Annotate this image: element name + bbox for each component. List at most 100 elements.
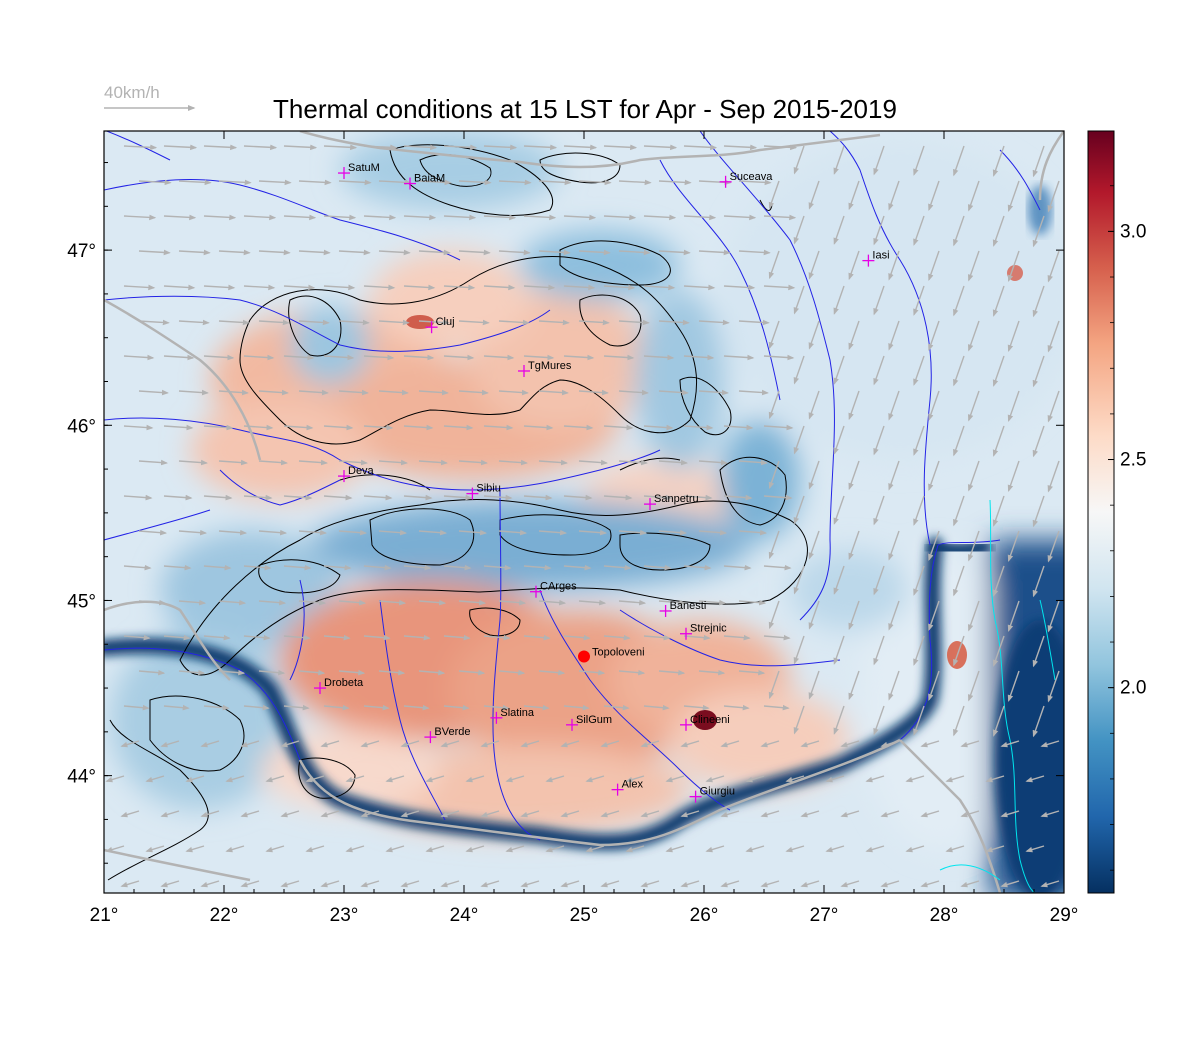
wind-arrow [793, 145, 805, 175]
station-carges[interactable]: CArges [530, 581, 577, 598]
station-tgmures[interactable]: TgMures [518, 360, 572, 377]
wind-arrow [603, 354, 635, 361]
wind-arrow [138, 529, 168, 536]
wind-arrow [808, 600, 820, 630]
wind-arrow [345, 845, 365, 853]
wind-arrow [698, 389, 729, 396]
wind-arrow [283, 704, 310, 711]
wind-arrow [578, 459, 608, 466]
wind-arrow [345, 775, 365, 783]
wind-arrow [768, 460, 780, 490]
wind-arrow [880, 880, 900, 888]
wind-arrow [258, 179, 292, 186]
wind-arrow [563, 144, 598, 151]
longitude-tick-labels: 21° 22° 23° 24° 25° 26° 27° 28° 29° [90, 905, 1079, 926]
wind-arrow [873, 215, 885, 246]
station-drobeta[interactable]: Drobeta [314, 677, 364, 695]
wind-arrow [992, 635, 1005, 667]
wind-arrow [385, 845, 405, 853]
wind-arrow [243, 634, 271, 641]
lon-tick-label: 27° [810, 905, 839, 926]
wind-arrow [785, 845, 805, 853]
station-strejnic[interactable]: Strejnic [680, 623, 727, 640]
wind-arrow [163, 354, 195, 361]
wind-arrow [1007, 530, 1020, 562]
wind-arrow [218, 599, 247, 606]
wind-arrow [992, 565, 1005, 597]
wind-arrow [563, 494, 593, 501]
wind-arrow [905, 845, 925, 853]
wind-arrow [258, 389, 289, 396]
wind-arrow [160, 740, 180, 748]
wind-arrow [808, 390, 820, 420]
wind-arrow [578, 179, 612, 186]
station-cluj[interactable]: Cluj [425, 316, 455, 334]
wind-arrow [658, 389, 689, 396]
station-clineeni[interactable]: Clineeni [680, 714, 730, 731]
station-slatina[interactable]: Slatina [490, 707, 535, 724]
wind-arrow [698, 249, 731, 256]
wind-arrow [200, 740, 220, 748]
colorbar-ticks: 2.0 2.5 3.0 [1108, 185, 1146, 871]
wind-arrow [913, 565, 925, 596]
wind-arrow [283, 214, 317, 221]
wind-arrow [483, 144, 518, 151]
wind-arrow [683, 144, 718, 151]
wind-arrow [967, 180, 980, 212]
wind-arrow [163, 704, 190, 711]
station-sanpetru[interactable]: Sanpetru [644, 493, 699, 511]
wind-arrow [418, 529, 448, 536]
wind-arrow [967, 250, 980, 282]
wind-arrow [793, 215, 805, 245]
wind-arrow [913, 215, 925, 246]
wind-arrow [178, 669, 206, 676]
wind-arrow [203, 564, 232, 571]
wind-arrow [538, 179, 572, 186]
wind-arrow [680, 810, 700, 818]
latitude-tick-labels: 44° 45° 46° 47° [67, 241, 96, 788]
wind-arrow [123, 494, 153, 501]
wind-arrow [218, 529, 248, 536]
wind-arrow [218, 249, 251, 256]
wind-arrow [418, 459, 448, 466]
wind-arrow [618, 599, 647, 606]
station-topoloveni[interactable]: Topoloveni [578, 647, 645, 663]
wind-arrow [163, 634, 191, 641]
station-silgum[interactable]: SilGum [566, 714, 612, 731]
lon-tick-label: 21° [90, 905, 119, 926]
wind-arrow [738, 179, 772, 186]
station-suceava[interactable]: Suceava [719, 171, 774, 188]
wind-arrow [720, 880, 740, 888]
wind-arrow [323, 564, 352, 571]
wind-arrow [523, 704, 550, 711]
wind-arrow [665, 775, 685, 783]
wind-arrow [123, 424, 154, 431]
wind-arrow [683, 354, 715, 361]
wind-arrow [760, 810, 780, 818]
station-baiam[interactable]: BaiaM [404, 173, 445, 190]
station-deva[interactable]: Deva [338, 465, 375, 483]
station-bverde[interactable]: BVerde [424, 726, 470, 744]
wind-arrow [600, 740, 620, 748]
wind-arrow [768, 180, 780, 210]
wind-arrow [960, 810, 980, 818]
wind-arrow [848, 530, 860, 561]
station-satum[interactable]: SatuM [338, 162, 380, 180]
wind-arrow [178, 599, 207, 606]
wind-arrow [985, 845, 1005, 853]
wind-arrow [643, 284, 676, 291]
wind-arrow [163, 214, 197, 221]
wind-arrow [360, 880, 380, 888]
station-alex[interactable]: Alex [611, 779, 644, 796]
wind-arrow [658, 459, 688, 466]
wind-arrow [913, 145, 925, 176]
wind-arrow [833, 495, 845, 525]
station-giurgiu[interactable]: Giurgiu [689, 786, 735, 803]
station-banesti[interactable]: Banesti [659, 600, 707, 617]
station-iasi[interactable]: Iasi [862, 250, 890, 267]
wind-arrow [465, 845, 485, 853]
wind-arrow [913, 635, 925, 666]
station-sibiu[interactable]: Sibiu [466, 483, 501, 500]
wind-arrow [243, 564, 272, 571]
wind-arrow [465, 775, 485, 783]
